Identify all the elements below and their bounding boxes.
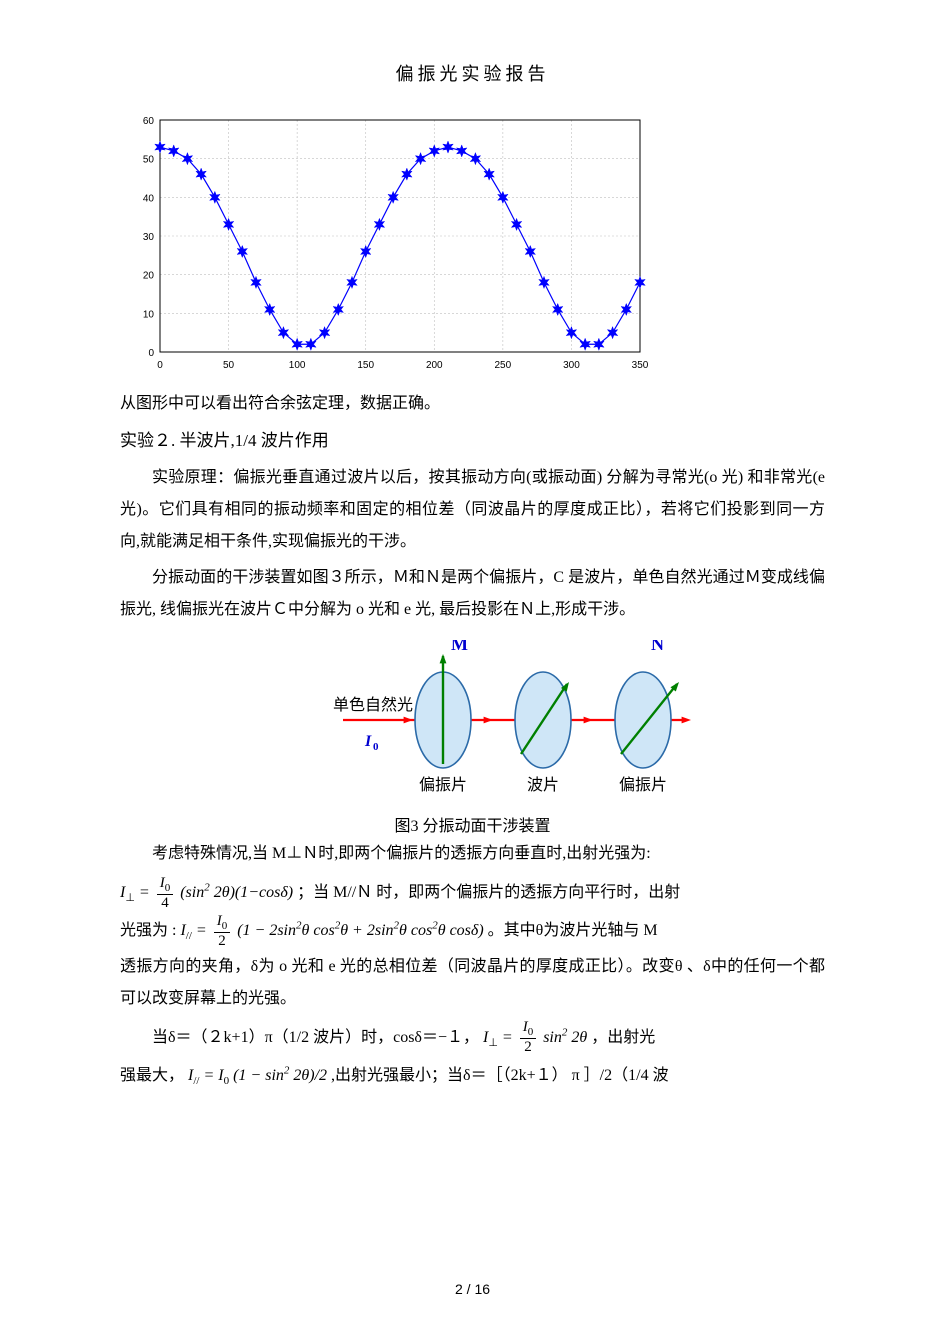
para-principle: 实验原理：偏振光垂直通过波片以后，按其振动方向(或振动面) 分解为寻常光(o 光… bbox=[120, 462, 825, 558]
f1-frac: I0 4 bbox=[156, 876, 175, 911]
f3-frac: I0 2 bbox=[519, 1020, 538, 1055]
f4-lhs-sub: // bbox=[193, 1075, 199, 1087]
f3-lhs-sub: ⊥ bbox=[488, 1037, 498, 1049]
f2-b4: θ cos bbox=[399, 922, 432, 939]
heading-exp2: 实验２. 半波片,1/4 波片作用 bbox=[120, 424, 825, 458]
interference-diagram-svg: M N 单色自然光 I0 偏振片 波片 偏振片 bbox=[243, 640, 703, 810]
para-theta-delta: 透振方向的夹角，δ为 o 光和 e 光的总相位差（同波晶片的厚度成正比）。改变θ… bbox=[120, 951, 825, 1015]
f3-eq: = bbox=[502, 1019, 513, 1057]
f2-eq: = bbox=[196, 912, 207, 950]
cosine-chart: 0 10 20 30 40 50 60 0 50 100 150 200 250 300 350 bbox=[120, 110, 650, 380]
svg-text:200: 200 bbox=[426, 360, 443, 371]
page-total: 16 bbox=[474, 1281, 490, 1297]
f3-den: 2 bbox=[520, 1038, 536, 1055]
f1-lhs-sub: ⊥ bbox=[125, 892, 135, 904]
f1-eq: = bbox=[139, 874, 150, 912]
f2-den: 2 bbox=[214, 932, 230, 949]
f3-num-sub: 0 bbox=[528, 1026, 534, 1038]
svg-text:250: 250 bbox=[495, 360, 512, 371]
interference-diagram: M N 单色自然光 I0 偏振片 波片 偏振片 图3 分振动面干涉装置 bbox=[243, 640, 703, 836]
diagram-caption: 图3 分振动面干涉装置 bbox=[243, 812, 703, 836]
f1-den: 4 bbox=[157, 894, 173, 911]
svg-text:300: 300 bbox=[563, 360, 580, 371]
body-text-2: 考虑特殊情况,当 M⊥Ｎ时,即两个偏振片的透振方向垂直时,出射光强为: I⊥ =… bbox=[120, 838, 825, 1096]
svg-text:20: 20 bbox=[143, 271, 155, 282]
svg-text:波片: 波片 bbox=[526, 776, 558, 794]
svg-text:0: 0 bbox=[157, 360, 163, 371]
page-number: 2 bbox=[455, 1281, 463, 1297]
page: 偏振光实验报告 01020304050600501001502002503003… bbox=[0, 0, 945, 1337]
para-device: 分振动面的干涉装置如图３所示，Ｍ和Ｎ是两个偏振片，C 是波片，单色自然光通过Ｍ变… bbox=[120, 562, 825, 626]
body-text: 从图形中可以看出符合余弦定理，数据正确。 实验２. 半波片,1/4 波片作用 实… bbox=[120, 388, 825, 626]
f3-b2: 2θ bbox=[567, 1029, 587, 1046]
f2-after: 。其中θ为波片光轴与 M bbox=[488, 912, 658, 950]
svg-text:M: M bbox=[451, 640, 468, 654]
svg-text:单色自然光: 单色自然光 bbox=[333, 696, 413, 714]
svg-text:10: 10 bbox=[143, 309, 155, 320]
page-sep: / bbox=[463, 1281, 475, 1297]
svg-text:40: 40 bbox=[143, 193, 155, 204]
f4-b1: (1 − sin bbox=[233, 1067, 284, 1084]
svg-text:60: 60 bbox=[143, 116, 155, 127]
f4-prefix: 强最大， bbox=[120, 1057, 184, 1095]
f2-b3: θ + 2sin bbox=[340, 922, 393, 939]
para-consider: 考虑特殊情况,当 M⊥Ｎ时,即两个偏振片的透振方向垂直时,出射光强为: bbox=[120, 838, 825, 870]
cosine-chart-svg: 0 10 20 30 40 50 60 0 50 100 150 200 250 300 350 bbox=[120, 110, 650, 380]
f2-b5: θ cosδ) bbox=[438, 922, 484, 939]
f4-after: ,出射光强最小；当δ＝［（2k+１） π ］/2（1/4 波 bbox=[331, 1057, 669, 1095]
svg-text:30: 30 bbox=[143, 232, 155, 243]
f2-b2: θ cos bbox=[302, 922, 335, 939]
f1-num-sub: 0 bbox=[165, 882, 171, 894]
f1-b2: 2θ)(1−cosδ) bbox=[210, 884, 293, 901]
svg-text:偏振片: 偏振片 bbox=[618, 776, 666, 794]
f4-I0-sub: 0 bbox=[224, 1075, 230, 1087]
f4-eq: = bbox=[203, 1057, 214, 1095]
f1-after: ；当 M//Ｎ 时，即两个偏振片的透振方向平行时，出射 bbox=[297, 874, 680, 912]
svg-text:150: 150 bbox=[357, 360, 374, 371]
svg-text:350: 350 bbox=[632, 360, 649, 371]
f4-b2: 2θ)/2 bbox=[289, 1067, 327, 1084]
page-footer: 2 / 16 bbox=[0, 1281, 945, 1297]
svg-text:N: N bbox=[651, 640, 664, 654]
svg-text:50: 50 bbox=[143, 155, 155, 166]
formula-halfwave: 当δ＝（２k+1）π（1/2 波片）时，cosδ＝−１， I⊥ = I0 2 s… bbox=[120, 1019, 825, 1057]
f3-b1: sin bbox=[543, 1029, 562, 1046]
svg-text:偏振片: 偏振片 bbox=[418, 776, 466, 794]
svg-text:0: 0 bbox=[148, 348, 154, 359]
f2-frac: I0 2 bbox=[213, 914, 232, 949]
formula-i-parallel: 光强为 : I// = I0 2 (1 − 2sin2θ cos2θ + 2si… bbox=[120, 912, 825, 950]
f2-b1: (1 − 2sin bbox=[237, 922, 296, 939]
page-title: 偏振光实验报告 bbox=[120, 60, 825, 86]
svg-text:100: 100 bbox=[289, 360, 306, 371]
f2-lhs-sub: // bbox=[186, 931, 192, 943]
f2-prefix: 光强为 : bbox=[120, 912, 176, 950]
f3-prefix: 当δ＝（２k+1）π（1/2 波片）时，cosδ＝−１， bbox=[120, 1019, 479, 1057]
f2-num-sub: 0 bbox=[222, 920, 228, 932]
svg-text:0: 0 bbox=[373, 741, 379, 753]
svg-text:50: 50 bbox=[223, 360, 235, 371]
formula-i-perp: I⊥ = I0 4 (sin2 2θ)(1−cosδ) ；当 M//Ｎ 时，即两… bbox=[120, 874, 825, 912]
f1-b1: (sin bbox=[180, 884, 204, 901]
formula-parallel-half: 强最大， I// = I0 (1 − sin2 2θ)/2 ,出射光强最小；当δ… bbox=[120, 1057, 825, 1095]
svg-text:I: I bbox=[364, 733, 372, 750]
f3-after: ，出射光 bbox=[591, 1019, 655, 1057]
para-after-chart: 从图形中可以看出符合余弦定理，数据正确。 bbox=[120, 388, 825, 420]
